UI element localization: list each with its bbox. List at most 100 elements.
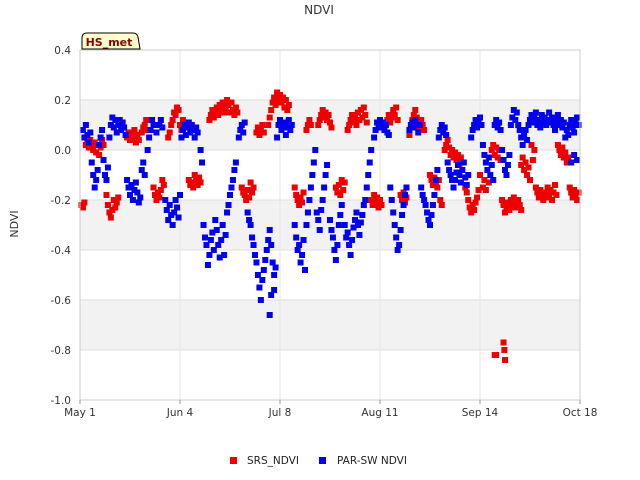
data-point bbox=[272, 264, 279, 271]
data-point bbox=[121, 124, 128, 131]
data-point bbox=[477, 114, 483, 121]
data-point bbox=[244, 209, 251, 216]
data-point bbox=[266, 227, 273, 233]
data-point bbox=[140, 159, 147, 166]
data-point bbox=[115, 194, 122, 201]
data-point bbox=[256, 284, 263, 291]
data-point bbox=[122, 132, 129, 138]
data-point bbox=[188, 122, 195, 128]
data-point bbox=[284, 122, 291, 128]
data-point bbox=[210, 114, 217, 121]
legend-swatch-par-sw-ndvi bbox=[319, 457, 326, 464]
data-point bbox=[399, 212, 406, 218]
data-point bbox=[350, 224, 357, 231]
data-point bbox=[134, 189, 141, 196]
data-point bbox=[179, 117, 186, 123]
data-point bbox=[504, 162, 511, 168]
data-point bbox=[482, 159, 489, 166]
data-point bbox=[325, 112, 332, 118]
data-point bbox=[137, 194, 144, 201]
data-point bbox=[553, 192, 560, 198]
data-point bbox=[149, 117, 156, 123]
data-point bbox=[307, 184, 314, 191]
data-point bbox=[441, 147, 448, 153]
data-point bbox=[222, 232, 229, 238]
data-point bbox=[135, 199, 142, 206]
data-point bbox=[566, 184, 573, 191]
data-point bbox=[387, 184, 394, 191]
data-point bbox=[393, 234, 400, 241]
data-point bbox=[99, 127, 106, 133]
data-point bbox=[224, 209, 231, 216]
data-point bbox=[329, 234, 336, 241]
data-point bbox=[129, 197, 136, 203]
data-point bbox=[525, 122, 532, 128]
data-point bbox=[571, 152, 578, 158]
data-point bbox=[104, 202, 111, 208]
data-point bbox=[515, 197, 522, 203]
data-point bbox=[328, 227, 335, 233]
data-point bbox=[502, 167, 508, 173]
data-point bbox=[531, 114, 538, 121]
data-point bbox=[575, 189, 582, 196]
data-point bbox=[456, 172, 463, 178]
data-point bbox=[563, 159, 570, 166]
data-point bbox=[500, 157, 507, 163]
data-point bbox=[537, 124, 544, 131]
data-point bbox=[502, 209, 508, 216]
data-point bbox=[559, 144, 566, 151]
data-point bbox=[238, 184, 245, 191]
data-point bbox=[113, 129, 120, 136]
data-point bbox=[487, 172, 494, 178]
data-point bbox=[291, 184, 298, 191]
data-point bbox=[269, 259, 276, 266]
data-point bbox=[221, 109, 228, 116]
data-point bbox=[327, 217, 333, 223]
data-point bbox=[406, 132, 413, 138]
data-point bbox=[528, 142, 535, 148]
data-point bbox=[394, 247, 401, 253]
data-point bbox=[321, 184, 328, 191]
data-point bbox=[319, 197, 326, 203]
data-point bbox=[382, 122, 389, 128]
data-point bbox=[563, 127, 570, 133]
data-point bbox=[216, 254, 223, 261]
data-point bbox=[357, 219, 364, 226]
data-point bbox=[368, 147, 375, 153]
data-point bbox=[484, 167, 491, 173]
data-point bbox=[377, 197, 383, 203]
data-point bbox=[437, 197, 444, 203]
data-point bbox=[472, 199, 479, 206]
data-point bbox=[324, 162, 331, 168]
data-point bbox=[227, 192, 233, 198]
legend: SRS_NDVI PAR-SW NDVI bbox=[230, 455, 407, 467]
data-point bbox=[532, 109, 539, 116]
data-point bbox=[287, 127, 294, 133]
data-point bbox=[571, 129, 578, 136]
data-point bbox=[232, 159, 239, 166]
data-point bbox=[356, 232, 363, 238]
data-point bbox=[296, 242, 303, 248]
data-point bbox=[177, 192, 183, 198]
data-point bbox=[344, 127, 351, 133]
data-point bbox=[328, 124, 335, 131]
data-point bbox=[79, 127, 86, 133]
data-point bbox=[265, 122, 272, 128]
data-point bbox=[475, 187, 482, 193]
data-point bbox=[207, 237, 214, 243]
data-point bbox=[113, 199, 120, 206]
data-point bbox=[428, 212, 435, 218]
data-point bbox=[260, 267, 267, 273]
x-tick-labels: May 1 Jun 4 Jul 8 Aug 11 Sep 14 Oct 18 bbox=[64, 407, 597, 419]
plot-band bbox=[80, 50, 580, 100]
data-point bbox=[97, 134, 104, 141]
data-point bbox=[506, 152, 513, 158]
data-point bbox=[412, 107, 419, 113]
data-point bbox=[474, 124, 481, 131]
x-tick-label: Jul 8 bbox=[268, 407, 292, 419]
data-point bbox=[516, 127, 523, 133]
data-point bbox=[204, 262, 211, 268]
data-point bbox=[516, 202, 523, 208]
data-point bbox=[341, 179, 348, 186]
data-point bbox=[268, 107, 275, 113]
